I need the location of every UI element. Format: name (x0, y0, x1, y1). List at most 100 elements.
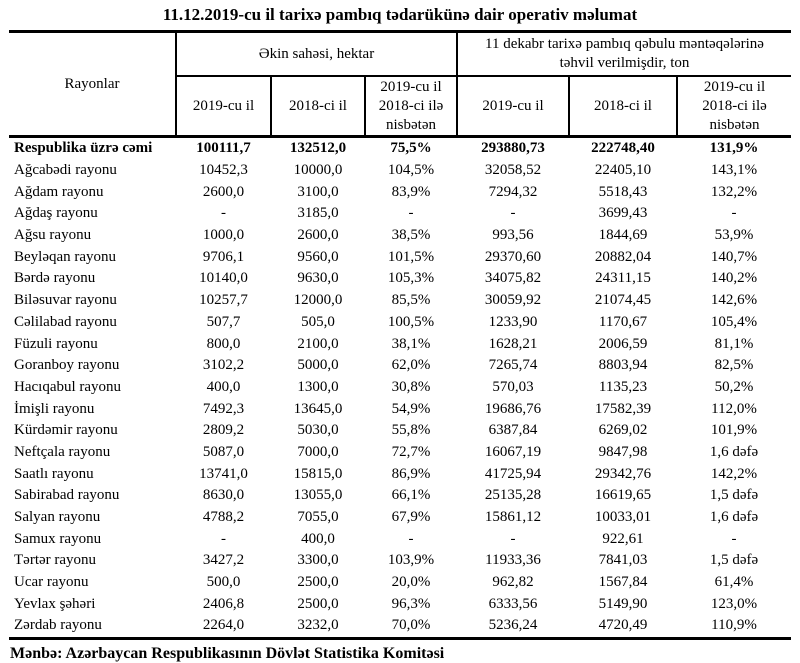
value-cell: 17582,39 (594, 400, 652, 417)
value-cell: 29370,60 (484, 248, 542, 265)
value-cell: 105,4% (710, 313, 758, 330)
region-name-cell: Ağsu rayonu (14, 227, 92, 244)
value-cell: 70,0% (365, 615, 457, 640)
value-cell: 62,0% (391, 357, 431, 374)
value-cell: - (408, 205, 414, 222)
value-cell: 30059,92 (484, 292, 542, 309)
table-row: Biləsuvar rayonu 10257,7 12000,0 85,5% 3… (9, 290, 791, 312)
header-ton-2019: 2019-cu il (457, 76, 570, 138)
table-row: Yevlax şəhəri 2406,8 2500,0 96,3% 6333,5… (9, 593, 791, 615)
value-cell: 1,6 dəfə (709, 443, 759, 460)
region-name-cell: Samux rayonu (14, 530, 102, 547)
value-cell: - (408, 530, 414, 547)
value-cell: 1233,90 (488, 313, 538, 330)
table-row: Respublika üzrə cəmi 100111,7 132512,0 7… (9, 137, 791, 160)
value-cell: 2100,0 (297, 335, 339, 352)
region-name-cell: Respublika üzrə cəmi (14, 140, 153, 157)
value-cell: 1170,67 (598, 313, 648, 330)
value-cell: 100111,7 (196, 140, 251, 157)
value-cell: 6387,84 (488, 422, 538, 439)
value-cell: 16619,65 (594, 487, 652, 504)
value-cell: 19686,76 (484, 400, 542, 417)
value-cell: 142,6% (710, 292, 758, 309)
value-cell: 2600,0 (297, 227, 339, 244)
value-cell: 72,7% (391, 443, 431, 460)
value-cell: 2006,59 (598, 335, 648, 352)
value-cell: 123,0% (710, 595, 758, 612)
value-cell: 10033,01 (594, 509, 652, 526)
value-cell: 3185,0 (297, 205, 339, 222)
value-cell: 12000,0 (293, 292, 343, 309)
value-cell: 1,5 dəfə (709, 487, 759, 504)
region-name-cell: Goranboy rayonu (14, 357, 120, 374)
value-cell: 105,3% (387, 270, 435, 287)
header-area-ratio: 2019-cu il 2018-ci ilə nisbətən (365, 76, 458, 138)
region-name-cell: Ucar rayonu (14, 574, 89, 591)
region-name-cell: Sabirabad rayonu (14, 487, 120, 504)
table-row: Ağdaş rayonu - 3185,0 - - 3699,43 - (9, 203, 791, 225)
value-cell: 3100,0 (297, 183, 339, 200)
value-cell: - (221, 205, 226, 222)
region-name-cell: Bərdə rayonu (14, 270, 96, 287)
value-cell: 20,0% (391, 574, 431, 591)
value-cell: 85,5% (391, 292, 431, 309)
table-row: Ağsu rayonu 1000,0 2600,0 38,5% 993,56 1… (9, 225, 791, 247)
value-cell: 8803,94 (598, 357, 648, 374)
value-cell: 104,5% (387, 162, 435, 179)
value-cell: 2406,8 (202, 595, 245, 612)
table-row: Kürdəmir rayonu 2809,2 5030,0 55,8% 6387… (9, 420, 791, 442)
source-note: Mənbə: Azərbaycan Respublikasının Dövlət… (10, 644, 445, 662)
value-cell: 54,9% (391, 400, 431, 417)
region-name-cell: Beyləqan rayonu (14, 248, 117, 265)
value-cell: 38,1% (391, 335, 431, 352)
table-body: Respublika üzrə cəmi 100111,7 132512,0 7… (9, 137, 792, 640)
table-row: Ağcabədi rayonu 10452,3 10000,0 104,5% 3… (9, 160, 791, 182)
value-cell: 112,0% (711, 400, 757, 417)
value-cell: 25135,28 (484, 487, 542, 504)
value-cell: 400,0 (206, 378, 241, 395)
value-cell: 9560,0 (297, 248, 339, 265)
value-cell: 34075,82 (484, 270, 542, 287)
value-cell: - (510, 530, 516, 547)
value-cell: 6269,02 (598, 422, 648, 439)
table-row: Tərtər rayonu 3427,2 3300,0 103,9% 11933… (9, 550, 791, 572)
value-cell: 9706,1 (202, 248, 245, 265)
region-name-cell: Yevlax şəhəri (14, 595, 96, 612)
value-cell: 143,1% (710, 162, 758, 179)
value-cell: 400,0 (301, 530, 335, 547)
value-cell: 2809,2 (202, 422, 245, 439)
value-cell: 22405,10 (594, 162, 652, 179)
table-row: Ağdam rayonu 2600,0 3100,0 83,9% 7294,32… (9, 181, 791, 203)
value-cell: 10452,3 (199, 162, 248, 179)
table-row: Ucar rayonu 500,0 2500,0 20,0% 962,82 15… (9, 572, 791, 594)
header-rayonlar: Rayonlar (9, 31, 177, 138)
page-title: 11.12.2019-cu il tarixə pambıq tədarükün… (162, 5, 638, 24)
value-cell: 4788,2 (202, 509, 245, 526)
value-cell: 103,9% (387, 552, 435, 569)
value-cell: 1844,69 (598, 227, 648, 244)
value-cell: 9630,0 (297, 270, 339, 287)
value-cell: 962,82 (492, 574, 534, 591)
header-group-ton: 11 dekabr tarixə pambıq qəbulu məntəqələ… (457, 31, 792, 77)
region-name-cell: Füzuli rayonu (14, 335, 98, 352)
table-row: Neftçala rayonu 5087,0 7000,0 72,7% 1606… (9, 442, 791, 464)
value-cell: 142,2% (710, 465, 758, 482)
value-cell: 21074,45 (594, 292, 652, 309)
value-cell: 5149,90 (598, 595, 648, 612)
region-name-cell: İmişli rayonu (14, 400, 95, 417)
value-cell: 53,9% (714, 227, 754, 244)
value-cell: 75,5% (390, 140, 432, 157)
value-cell: 3232,0 (271, 615, 365, 640)
value-cell: 10257,7 (199, 292, 248, 309)
value-cell: 5030,0 (297, 422, 339, 439)
value-cell: 10140,0 (199, 270, 248, 287)
value-cell: 13645,0 (293, 400, 343, 417)
value-cell: 13741,0 (199, 465, 248, 482)
value-cell: - (510, 205, 516, 222)
value-cell: 1567,84 (598, 574, 648, 591)
header-ton-ratio: 2019-cu il 2018-ci ilə nisbətən (677, 76, 792, 138)
value-cell: 222748,40 (591, 140, 655, 157)
value-cell: 1628,21 (488, 335, 538, 352)
value-cell: 66,1% (391, 487, 431, 504)
table-row: İmişli rayonu 7492,3 13645,0 54,9% 19686… (9, 398, 791, 420)
